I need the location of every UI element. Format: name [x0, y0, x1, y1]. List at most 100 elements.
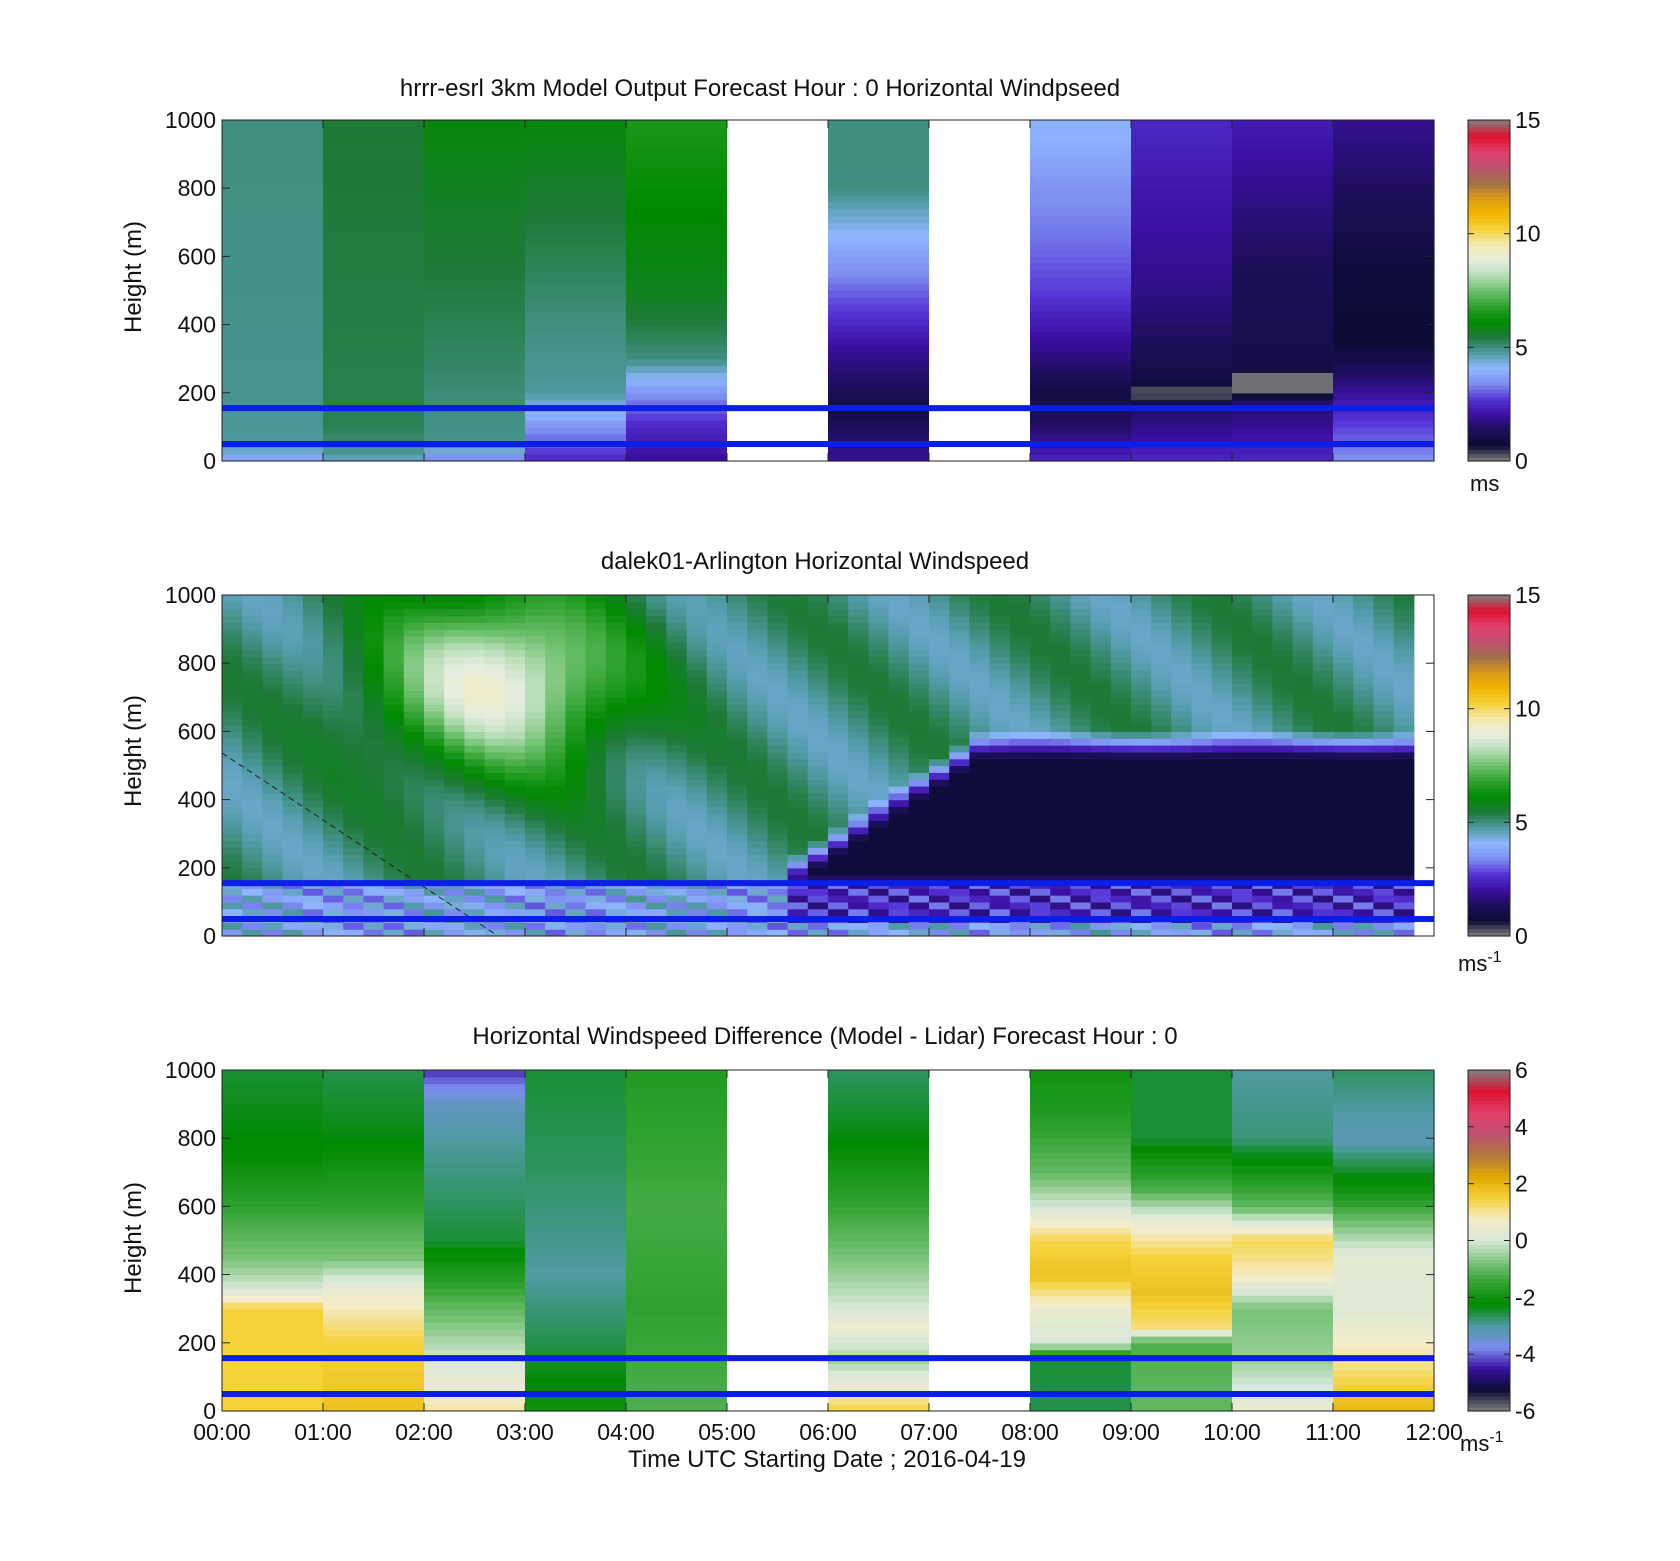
heatmap-cell	[222, 1383, 324, 1392]
heatmap-cell	[222, 1329, 324, 1337]
heatmap-cell	[626, 779, 647, 787]
heatmap-cell	[727, 717, 748, 726]
heatmap-cell	[1191, 785, 1213, 794]
heatmap-cell	[929, 710, 950, 719]
heatmap-cell	[1070, 813, 1092, 821]
heatmap-cell	[1030, 717, 1051, 726]
colorbar-segment	[1468, 829, 1510, 835]
heatmap-cell	[626, 867, 647, 876]
heatmap-cell	[1211, 663, 1233, 671]
heatmap-cell	[969, 929, 991, 937]
heatmap-cell	[1272, 847, 1294, 855]
heatmap-cell	[484, 806, 506, 814]
heatmap-cell	[525, 345, 627, 353]
heatmap-cell	[1131, 1151, 1233, 1160]
colorbar-segment	[1468, 689, 1510, 695]
heatmap-cell	[706, 622, 728, 630]
heatmap-cell	[1030, 447, 1132, 455]
heatmap-cell	[525, 1247, 627, 1255]
heatmap-cell	[1070, 840, 1092, 848]
colorbar-segment	[1468, 746, 1510, 751]
heatmap-cell	[222, 249, 324, 257]
heatmap-cell	[828, 704, 849, 712]
heatmap-cell	[1333, 1267, 1435, 1276]
heatmap-cell	[787, 901, 809, 910]
heatmap-cell	[1353, 601, 1374, 610]
heatmap-cell	[1030, 1240, 1132, 1248]
heatmap-cell	[848, 854, 869, 862]
heatmap-cell	[646, 874, 667, 883]
heatmap-cell	[1292, 717, 1314, 726]
heatmap-cell	[262, 751, 284, 760]
heatmap-cell	[1030, 1329, 1132, 1337]
heatmap-cell	[525, 1295, 627, 1303]
heatmap-cell	[989, 888, 1011, 896]
heatmap-cell	[323, 799, 344, 808]
heatmap-cell	[545, 929, 566, 937]
colorbar-segment	[1468, 856, 1510, 861]
heatmap-cell	[424, 745, 445, 753]
heatmap-cell	[262, 860, 284, 869]
heatmap-cell	[444, 676, 465, 685]
heatmap-cell	[1272, 683, 1294, 692]
heatmap-cell	[424, 222, 526, 230]
heatmap-cell	[343, 847, 364, 855]
heatmap-cell	[343, 601, 364, 610]
heatmap-cell	[1030, 270, 1132, 278]
heatmap-cell	[323, 629, 344, 637]
heatmap-cell	[1232, 697, 1253, 705]
heatmap-cell	[242, 649, 263, 657]
heatmap-cell	[1171, 860, 1193, 869]
heatmap-cell	[1292, 724, 1314, 732]
heatmap-cell	[1353, 676, 1374, 685]
heatmap-cell	[504, 717, 526, 726]
heatmap-cell	[1333, 249, 1435, 257]
heatmap-cell	[1211, 704, 1233, 712]
heatmap-cell	[1211, 670, 1233, 678]
heatmap-cell	[626, 595, 647, 603]
heatmap-cell	[1272, 840, 1294, 848]
heatmap-cell	[464, 901, 486, 910]
heatmap-cell	[929, 806, 950, 814]
heatmap-cell	[1292, 745, 1314, 753]
heatmap-cell	[323, 201, 425, 210]
heatmap-cell	[383, 622, 405, 630]
heatmap-cell	[868, 860, 890, 869]
heatmap-cell	[565, 615, 587, 623]
heatmap-cell	[403, 847, 425, 855]
heatmap-cell	[1232, 147, 1334, 155]
colorbar-segment	[1468, 761, 1510, 767]
colorbar-segment	[1468, 389, 1510, 394]
heatmap-cell	[424, 201, 526, 210]
heatmap-cell	[767, 833, 789, 842]
heatmap-cell	[626, 765, 647, 773]
heatmap-cell	[1211, 792, 1233, 801]
heatmap-cell	[706, 867, 728, 876]
heatmap-cell	[302, 595, 324, 603]
heatmap-cell	[626, 140, 728, 148]
heatmap-cell	[767, 792, 789, 801]
heatmap-cell	[747, 745, 768, 753]
heatmap-cell	[828, 908, 849, 917]
heatmap-cell	[949, 799, 970, 808]
heatmap-cell	[525, 399, 627, 408]
heatmap-cell	[848, 888, 869, 896]
heatmap-cell	[868, 874, 890, 883]
heatmap-cell	[706, 738, 728, 746]
heatmap-cell	[1131, 317, 1233, 326]
heatmap-cell	[605, 772, 627, 780]
heatmap-cell	[323, 385, 425, 394]
heatmap-cell	[222, 140, 324, 148]
heatmap-cell	[222, 1281, 324, 1289]
heatmap-cell	[666, 710, 688, 719]
heatmap-cell	[1333, 1172, 1435, 1180]
colorbar-segment	[1468, 890, 1510, 895]
colorbar-segment	[1468, 636, 1510, 642]
heatmap-cell	[302, 847, 324, 855]
heatmap-cell	[424, 1110, 526, 1119]
heatmap-cell	[504, 697, 526, 705]
colorbar-segment	[1468, 606, 1510, 611]
heatmap-cell	[848, 758, 869, 767]
heatmap-cell	[787, 908, 809, 917]
heatmap-cell	[1191, 676, 1213, 685]
